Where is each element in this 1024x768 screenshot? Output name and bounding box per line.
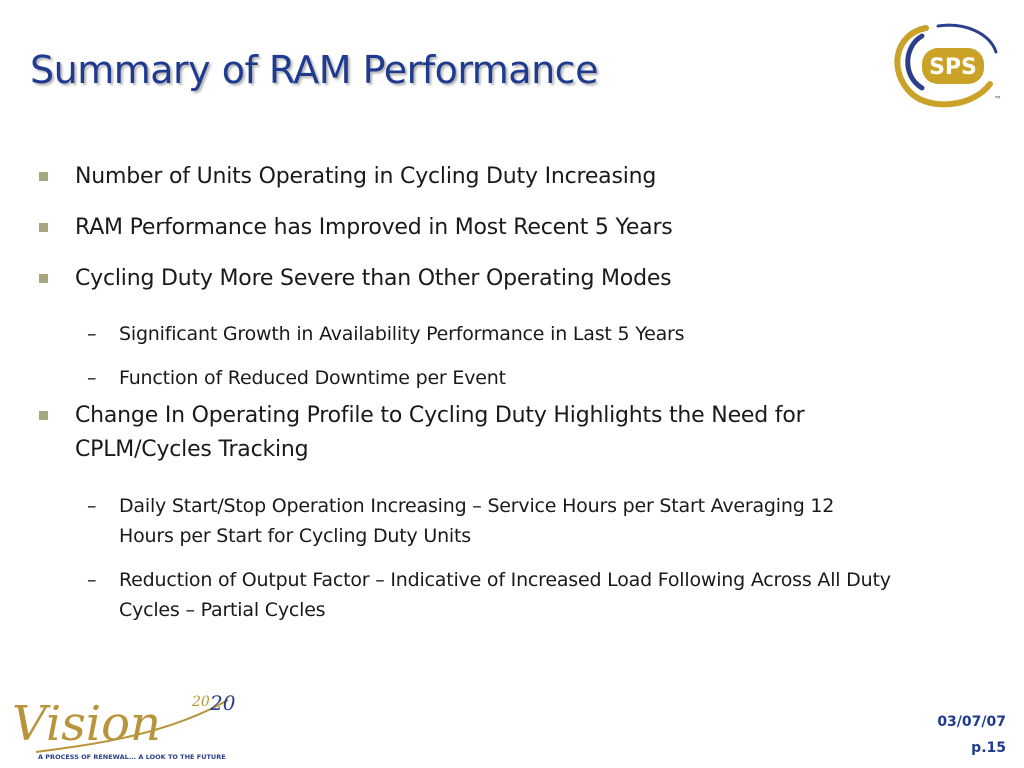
sps-logo-text: SPS [929,55,977,80]
dash-marker: – [87,495,97,517]
footer-date: 03/07/07 [937,714,1006,730]
bullet-text: Number of Units Operating in Cycling Dut… [75,164,657,189]
bullet-text: RAM Performance has Improved in Most Rec… [75,215,673,240]
vision-logo-year-b: 20 [209,691,236,715]
bullet-text: Cycling Duty More Severe than Other Oper… [75,266,672,291]
sps-trademark: ™ [994,95,1002,104]
sub-bullet-item: – Function of Reduced Downtime per Event [87,363,879,393]
sub-bullet-text: Function of Reduced Downtime per Event [119,367,506,389]
bullet-item: RAM Performance has Improved in Most Rec… [39,211,975,245]
square-bullet-icon [39,172,48,181]
sub-bullet-text: Reduction of Output Factor – Indicative … [119,569,891,621]
page-number: p.15 [971,740,1006,756]
square-bullet-icon [39,274,48,283]
vision-logo-wordmark: Vision [12,696,161,752]
slide-title: Summary of RAM Performance [30,48,598,92]
sub-bullet-item: – Significant Growth in Availability Per… [87,319,879,349]
sub-bullet-item: – Daily Start/Stop Operation Increasing … [87,491,859,551]
bullet-item: Number of Units Operating in Cycling Dut… [39,160,975,194]
vision-logo-year-a: 20 [191,694,210,710]
sps-logo: SPS ™ [894,23,1002,108]
dash-marker: – [87,323,97,345]
bullet-item: Change In Operating Profile to Cycling D… [39,399,935,467]
square-bullet-icon [39,411,48,420]
dash-marker: – [87,569,97,591]
vision-2020-logo: Vision 20 20 A PROCESS OF RENEWAL... A L… [12,691,236,761]
dash-marker: – [87,367,97,389]
vision-logo-tagline: A PROCESS OF RENEWAL... A LOOK TO THE FU… [38,753,226,761]
square-bullet-icon [39,223,48,232]
sub-bullet-text: Daily Start/Stop Operation Increasing – … [119,495,835,547]
bullet-text: Change In Operating Profile to Cycling D… [75,403,805,462]
sub-bullet-item: – Reduction of Output Factor – Indicativ… [87,565,909,625]
sub-bullet-text: Significant Growth in Availability Perfo… [119,323,685,345]
bullet-item: Cycling Duty More Severe than Other Oper… [39,262,975,296]
